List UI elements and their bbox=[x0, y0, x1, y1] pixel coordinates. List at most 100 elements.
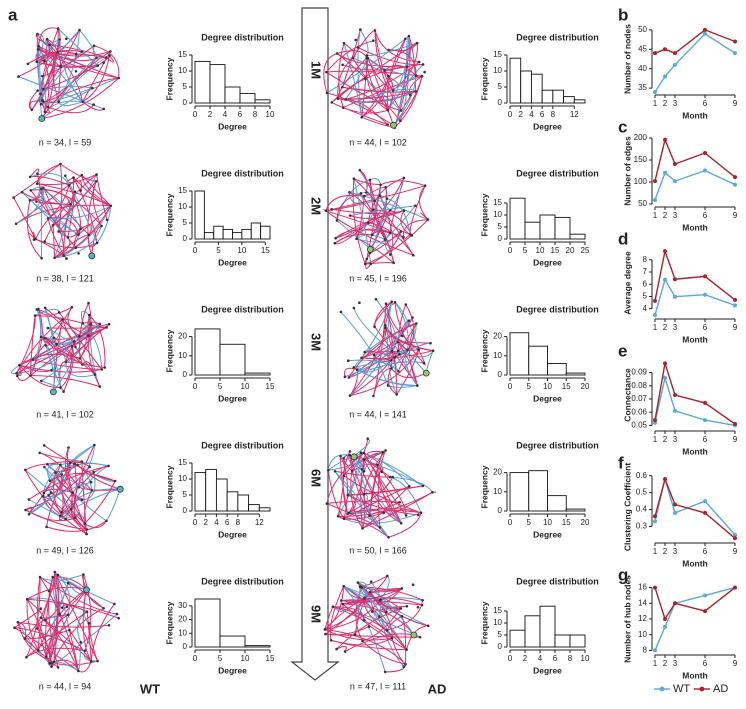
network-node bbox=[66, 236, 70, 239]
network-edge bbox=[362, 450, 383, 472]
y-tick-label: 50 bbox=[638, 25, 647, 34]
network-edge bbox=[30, 189, 71, 205]
network-node bbox=[353, 633, 357, 636]
network-node bbox=[42, 444, 46, 447]
point bbox=[733, 536, 737, 541]
network-edge bbox=[388, 49, 417, 76]
hist-title: Degree distribution bbox=[516, 576, 599, 586]
bar bbox=[250, 222, 262, 240]
x-tick-label: 0 bbox=[508, 110, 513, 119]
network-node bbox=[42, 186, 45, 190]
network-node bbox=[45, 655, 48, 658]
y-tick-label: 10 bbox=[493, 618, 502, 627]
network-node bbox=[419, 511, 423, 515]
network-edge bbox=[348, 361, 425, 378]
month-label: 1M bbox=[309, 61, 324, 79]
network-node bbox=[41, 74, 44, 78]
point bbox=[673, 502, 677, 507]
network-node bbox=[61, 606, 64, 609]
y-tick-label: 5 bbox=[183, 82, 188, 91]
network-node bbox=[342, 41, 346, 45]
network-node bbox=[56, 27, 60, 30]
network-node bbox=[350, 469, 354, 473]
network-node bbox=[60, 473, 64, 476]
network-edge bbox=[366, 57, 389, 111]
y-axis-label: Average degree bbox=[622, 251, 632, 315]
network-edge bbox=[29, 173, 70, 186]
network-edge bbox=[380, 588, 403, 601]
network-node bbox=[73, 190, 77, 193]
network-node bbox=[39, 92, 42, 96]
network-node bbox=[15, 371, 18, 375]
network-node bbox=[390, 636, 394, 640]
bar bbox=[569, 634, 586, 648]
network-edge bbox=[77, 463, 109, 467]
network-node bbox=[113, 602, 116, 606]
x-tick-label: 3 bbox=[673, 659, 678, 668]
network-node bbox=[62, 254, 65, 257]
network-node bbox=[407, 319, 411, 323]
network-node bbox=[388, 231, 392, 235]
x-tick-label: 9 bbox=[733, 323, 738, 332]
network-edge bbox=[28, 464, 61, 515]
network-node bbox=[100, 224, 103, 228]
network-edge bbox=[38, 27, 59, 47]
network-edge bbox=[348, 323, 417, 378]
x-tick-label: 0 bbox=[508, 382, 513, 391]
hist-title: Degree distribution bbox=[201, 576, 284, 586]
network-node bbox=[70, 345, 74, 348]
y-axis-label: Frequency bbox=[479, 465, 489, 508]
network-node bbox=[34, 237, 37, 241]
series-line bbox=[654, 248, 736, 301]
network-edge bbox=[335, 210, 405, 239]
network-node bbox=[384, 449, 387, 452]
point bbox=[703, 609, 707, 614]
network-edge bbox=[13, 163, 61, 199]
network-edge bbox=[61, 488, 121, 513]
network-node bbox=[369, 580, 373, 584]
panel-label: d bbox=[618, 229, 628, 248]
network-node bbox=[33, 314, 37, 317]
network-caption: n = 44, l = 102 bbox=[349, 137, 407, 147]
network-edge bbox=[92, 181, 102, 227]
x-axis-label: Month bbox=[682, 222, 708, 232]
network-node bbox=[46, 462, 49, 466]
network-node bbox=[414, 204, 417, 207]
network-edge bbox=[48, 462, 71, 496]
network-edge bbox=[54, 205, 112, 259]
network-node bbox=[53, 256, 56, 260]
network-node bbox=[387, 74, 390, 78]
x-tick-label: 3 bbox=[673, 211, 678, 220]
network-node bbox=[29, 374, 32, 377]
network-node bbox=[418, 635, 422, 639]
network-node bbox=[52, 336, 56, 340]
network-edge bbox=[24, 469, 87, 535]
network-edge bbox=[379, 575, 390, 601]
y-tick-label: 200 bbox=[634, 133, 648, 142]
network-node bbox=[330, 101, 334, 104]
network-edge bbox=[27, 232, 36, 240]
network-node bbox=[365, 56, 369, 60]
network-edge bbox=[16, 315, 36, 374]
network-edge bbox=[375, 298, 400, 355]
network-edge bbox=[16, 326, 107, 374]
x-tick-label: 2 bbox=[523, 654, 528, 663]
bar bbox=[552, 89, 565, 104]
network-node bbox=[35, 182, 39, 185]
network-node bbox=[336, 97, 340, 100]
network-node bbox=[51, 575, 54, 579]
y-tick-label: 15 bbox=[493, 606, 502, 615]
network-edge bbox=[343, 107, 388, 126]
x-tick-label: 3 bbox=[673, 435, 678, 444]
x-tick-label: 2 bbox=[663, 211, 668, 220]
network-edge bbox=[81, 174, 112, 207]
network-node bbox=[363, 350, 367, 354]
network-edge bbox=[27, 50, 82, 65]
network-edge bbox=[19, 353, 81, 366]
x-tick-label: 2 bbox=[203, 518, 208, 527]
network-node bbox=[390, 367, 393, 370]
network-edge bbox=[353, 366, 363, 371]
network bbox=[17, 27, 120, 122]
network-edge bbox=[345, 57, 368, 100]
